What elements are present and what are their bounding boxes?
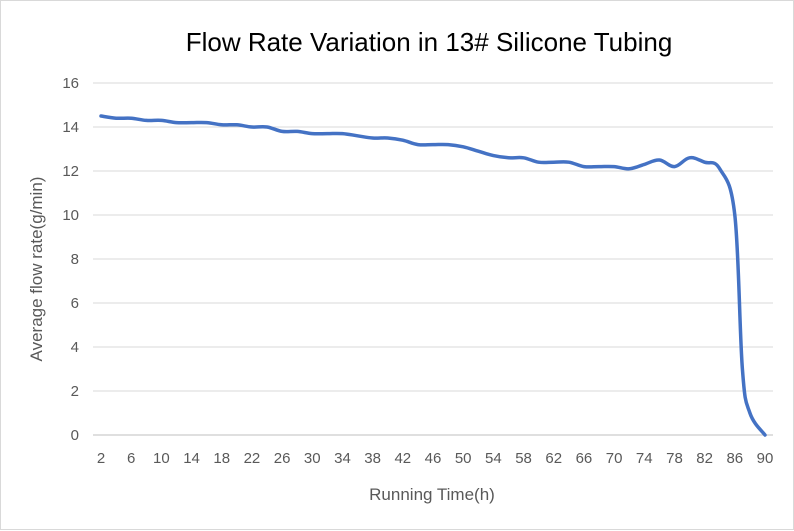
y-axis-title: Average flow rate(g/min) (27, 177, 46, 362)
x-tick-label: 62 (545, 450, 562, 467)
y-tick-label: 10 (62, 207, 79, 224)
x-tick-label: 2 (97, 450, 105, 467)
y-tick-label: 8 (71, 251, 79, 268)
y-tick-label: 14 (62, 119, 79, 136)
y-tick-label: 12 (62, 163, 79, 180)
y-tick-label: 6 (71, 295, 79, 312)
x-axis-title: Running Time(h) (369, 485, 495, 504)
x-tick-label: 26 (274, 450, 291, 467)
y-tick-label: 4 (71, 339, 79, 356)
x-tick-label: 66 (576, 450, 593, 467)
gridlines (93, 82, 773, 436)
x-tick-label: 70 (606, 450, 623, 467)
x-tick-label: 34 (334, 450, 351, 467)
y-tick-label: 2 (71, 383, 79, 400)
x-tick-label: 74 (636, 450, 653, 467)
x-tick-label: 78 (666, 450, 683, 467)
x-tick-label: 86 (726, 450, 743, 467)
y-tick-label: 0 (71, 427, 79, 444)
x-axis-ticks: 2 6 10 14 18 22 26 30 34 38 42 46 50 54 58 62 66 70 74 78 82… (97, 450, 774, 467)
x-tick-label: 50 (455, 450, 472, 467)
x-tick-label: 58 (515, 450, 532, 467)
x-tick-label: 54 (485, 450, 502, 467)
y-tick-label: 16 (62, 75, 79, 92)
x-tick-label: 38 (364, 450, 381, 467)
x-tick-label: 18 (213, 450, 230, 467)
series-layer (99, 114, 767, 437)
x-tick-label: 42 (394, 450, 411, 467)
y-axis-ticks: 0 2 4 6 8 10 12 14 16 (62, 75, 79, 444)
x-tick-label: 6 (127, 450, 135, 467)
x-tick-label: 22 (244, 450, 261, 467)
x-tick-label: 82 (696, 450, 713, 467)
x-tick-label: 10 (153, 450, 170, 467)
x-tick-label: 30 (304, 450, 321, 467)
x-tick-label: 90 (757, 450, 774, 467)
x-tick-label: 14 (183, 450, 200, 467)
x-tick-label: 46 (425, 450, 442, 467)
chart-title: Flow Rate Variation in 13# Silicone Tubi… (186, 27, 673, 57)
series-line (99, 114, 767, 437)
